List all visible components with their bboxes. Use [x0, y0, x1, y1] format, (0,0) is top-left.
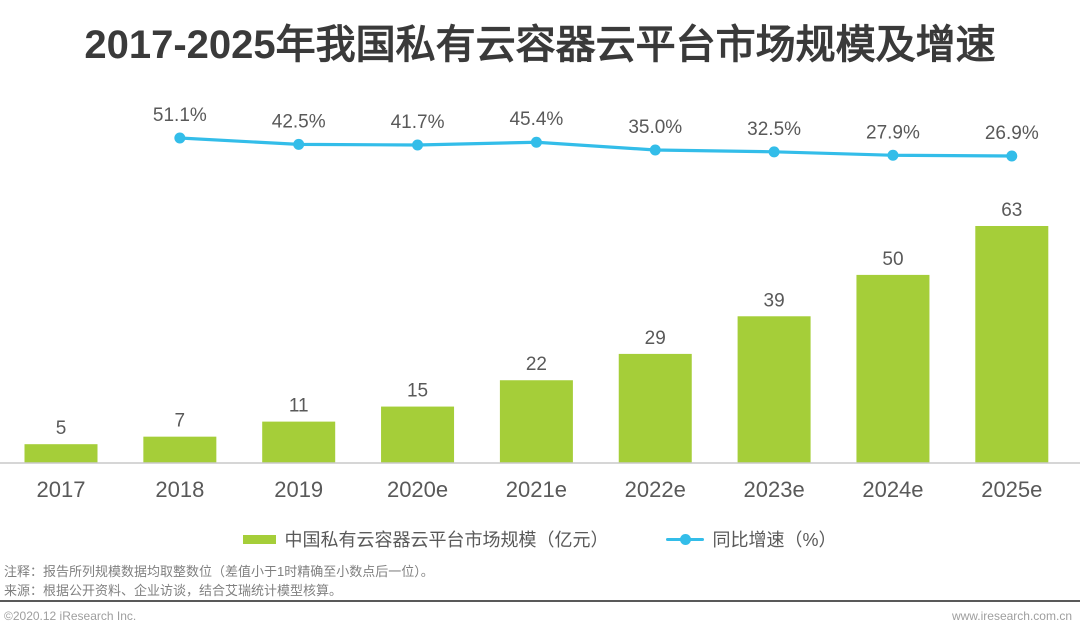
- line-legend-dot-icon: [680, 533, 692, 545]
- growth-rate-label: 32.5%: [747, 119, 801, 140]
- x-axis-tick-label: 2022e: [625, 477, 686, 502]
- bar-value-label: 63: [1001, 200, 1022, 221]
- bar-2017: [24, 444, 98, 463]
- growth-rate-label: 35.0%: [628, 117, 682, 138]
- growth-point-2023e: [768, 146, 780, 158]
- bar-value-label: 29: [645, 328, 666, 349]
- bar-value-label: 5: [56, 418, 67, 439]
- bar-2022e: [618, 353, 692, 463]
- bar-value-label: 39: [764, 290, 785, 311]
- note-annotation: 注释：报告所列规模数据均取整数位（差值小于1时精确至小数点后一位）。: [4, 564, 434, 579]
- footer-divider: [0, 600, 1080, 602]
- bar-value-label: 22: [526, 354, 547, 375]
- website-text: www.iresearch.com.cn: [951, 609, 1072, 623]
- bar-value-label: 7: [175, 411, 186, 432]
- growth-rate-label: 51.1%: [153, 105, 207, 126]
- growth-rate-label: 26.9%: [985, 123, 1039, 144]
- copyright-text: ©2020.12 iResearch Inc.: [4, 609, 137, 623]
- chart-title: 2017-2025年我国私有云容器云平台市场规模及增速: [84, 23, 996, 67]
- bar-2019: [262, 421, 336, 463]
- chart-notes: 注释：报告所列规模数据均取整数位（差值小于1时精确至小数点后一位）。 来源：根据…: [4, 562, 434, 600]
- growth-rate-label: 27.9%: [866, 122, 920, 143]
- x-axis-tick-label: 2021e: [506, 477, 567, 502]
- line-legend-swatch-icon: [666, 533, 705, 545]
- bar-2023e: [737, 316, 811, 463]
- growth-point-2022e: [649, 144, 661, 156]
- bar-legend-swatch-icon: [243, 534, 277, 544]
- x-axis-tick-label: 2024e: [862, 477, 923, 502]
- growth-point-2018: [174, 132, 186, 144]
- legend: 中国私有云容器云平台市场规模（亿元） 同比增速（%）: [0, 526, 1080, 552]
- legend-market-size-label: 中国私有云容器云平台市场规模（亿元）: [284, 530, 609, 550]
- growth-point-2021e: [530, 136, 542, 148]
- growth-point-2019: [293, 138, 305, 150]
- growth-rate-label: 41.7%: [391, 112, 445, 133]
- legend-growth-rate-label: 同比增速（%）: [712, 530, 837, 550]
- growth-point-2025e: [1006, 150, 1018, 162]
- growth-point-2020e: [412, 139, 424, 151]
- bar-value-label: 15: [407, 381, 428, 402]
- growth-rate-label: 45.4%: [509, 109, 563, 130]
- x-axis-tick-label: 2025e: [981, 477, 1042, 502]
- growth-point-2024e: [887, 149, 899, 161]
- x-axis-tick-label: 2018: [155, 477, 204, 502]
- x-axis-tick-label: 2017: [37, 477, 86, 502]
- x-axis-tick-label: 2019: [274, 477, 323, 502]
- legend-item-growth-rate: 同比增速（%）: [666, 526, 837, 552]
- bar-2025e: [975, 225, 1049, 463]
- footer: ©2020.12 iResearch Inc. www.iresearch.co…: [4, 609, 1072, 623]
- bar-2021e: [499, 380, 573, 463]
- growth-rate-line: [178, 136, 1014, 158]
- x-axis-tick-label: 2023e: [744, 477, 805, 502]
- bar-value-label: 11: [289, 396, 309, 417]
- bar-2024e: [856, 274, 930, 463]
- bar-2020e: [381, 406, 455, 463]
- bar-value-label: 50: [882, 249, 903, 270]
- note-source: 来源：根据公开资料、企业访谈，结合艾瑞统计模型核算。: [4, 583, 343, 598]
- legend-item-market-size: 中国私有云容器云平台市场规模（亿元）: [243, 526, 608, 552]
- growth-rate-label: 42.5%: [272, 111, 326, 132]
- x-axis-tick-label: 2020e: [387, 477, 448, 502]
- bar-2018: [143, 436, 217, 463]
